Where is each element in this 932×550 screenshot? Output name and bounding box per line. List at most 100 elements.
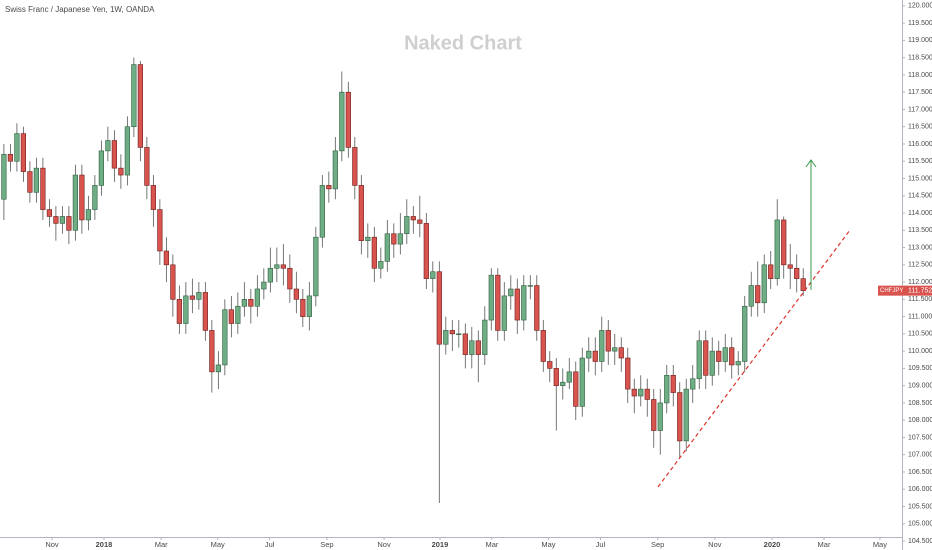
candle-body [339, 91, 345, 152]
candle-body [27, 171, 33, 193]
candle-body [742, 305, 748, 362]
x-tick-label: Mar [818, 540, 831, 549]
candle-body [644, 388, 650, 400]
candle-body [612, 347, 618, 352]
candle-body [794, 267, 800, 279]
y-tick-label: 112.500 [908, 262, 932, 269]
candle-body [761, 264, 767, 304]
candle-body [729, 347, 735, 366]
candle-body [755, 285, 761, 304]
candle-body [716, 350, 722, 362]
x-tick-label: Nov [45, 540, 59, 549]
y-tick-label: 115.500 [908, 158, 932, 165]
y-tick-label: 108.500 [908, 400, 932, 407]
candle-body [462, 333, 468, 355]
y-tick-label: 112.000 [908, 279, 932, 286]
candle-body [384, 233, 390, 262]
candle-body [508, 288, 514, 297]
candle-body [631, 388, 637, 397]
candle-body [651, 399, 657, 431]
y-tick-label: 114.500 [908, 193, 932, 200]
candle-body [690, 378, 696, 390]
candle-body [527, 285, 533, 287]
candle-body [92, 185, 98, 210]
y-tick-label: 107.500 [908, 434, 932, 441]
x-tick-label: May [541, 540, 555, 549]
y-tick-label: 113.000 [908, 244, 932, 251]
candles [1, 57, 806, 504]
candle-body [748, 285, 754, 307]
candle-body [183, 295, 189, 324]
candle-body [196, 292, 202, 300]
candle-body [98, 150, 104, 186]
candle-body [137, 64, 143, 148]
candle-body [345, 91, 351, 148]
candle-body [599, 330, 605, 362]
candle-body [703, 340, 709, 376]
y-tick-label: 106.500 [908, 469, 932, 476]
y-tick-label: 107.000 [908, 452, 932, 459]
y-tick-label: 105.500 [908, 503, 932, 510]
candle-body [683, 388, 689, 442]
candle-body [202, 292, 208, 331]
candle-body [150, 185, 156, 210]
candle-body [670, 374, 676, 393]
candle-body [313, 236, 319, 297]
y-tick-label: 111.000 [908, 313, 932, 320]
candle-body [800, 278, 806, 291]
candle-body [79, 174, 85, 221]
y-tick-label: 110.000 [908, 348, 932, 355]
candle-body [579, 357, 585, 407]
candle-body [664, 374, 670, 404]
candle-body [781, 219, 787, 266]
candle-body [449, 330, 455, 335]
candle-body [14, 133, 20, 162]
candle-body [222, 309, 228, 366]
candle-body [261, 281, 267, 290]
candle-body [774, 219, 780, 279]
candle-body [521, 285, 527, 321]
candle-body [482, 319, 488, 355]
y-tick-label: 113.500 [908, 227, 932, 234]
y-tick-label: 104.500 [908, 538, 932, 545]
candle-body [254, 288, 260, 307]
candle-body [189, 295, 195, 300]
candle-body [573, 371, 579, 407]
candle-body [495, 274, 501, 331]
candle-body [657, 402, 663, 431]
candle-body [287, 267, 293, 290]
candle-body [274, 264, 280, 269]
candle-body [566, 371, 572, 383]
chart-title: Swiss Franc / Japanese Yen, 1W, OANDA [5, 5, 155, 14]
candle-body [605, 330, 611, 352]
candle-body [111, 140, 117, 169]
x-tick-label: Jul [265, 540, 275, 549]
candle-body [430, 271, 436, 279]
candle-body [423, 223, 429, 279]
x-tick-label: Mar [485, 540, 498, 549]
candle-body [267, 267, 273, 283]
y-tick-label: 119.500 [908, 20, 932, 27]
watermark: Naked Chart [404, 32, 522, 54]
candle-body [735, 361, 741, 366]
candle-body [248, 299, 254, 307]
candle-body [417, 219, 423, 224]
candle-body [326, 185, 332, 190]
x-tick-label: 2018 [96, 540, 113, 549]
candle-body [787, 264, 793, 269]
candle-body [560, 381, 566, 386]
candle-body [352, 147, 358, 186]
candle-body [469, 340, 475, 355]
candle-body [709, 350, 715, 376]
candle-body [228, 309, 234, 324]
y-tick-label: 111.500 [908, 296, 932, 303]
y-tick-label: 105.000 [908, 521, 932, 528]
candle-body [534, 285, 540, 331]
candle-body [144, 147, 150, 186]
candle-body [33, 167, 39, 193]
y-tick-label: 109.500 [908, 365, 932, 372]
candle-body [592, 350, 598, 362]
arrow-head [805, 159, 817, 168]
